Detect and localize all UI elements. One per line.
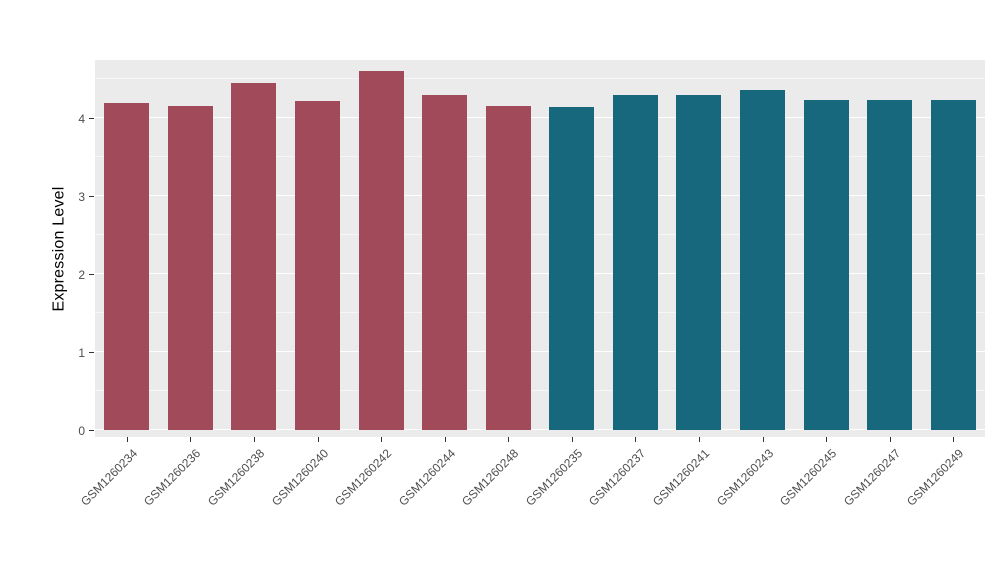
x-tick-mark xyxy=(698,437,700,442)
bar-GSM1260244 xyxy=(422,95,468,430)
bar-GSM1260237 xyxy=(612,94,658,430)
y-tick-mark xyxy=(89,196,94,197)
y-tick-label: 4 xyxy=(78,112,85,126)
gridline-minor xyxy=(95,156,985,157)
x-tick-label: GSM1260236 xyxy=(141,446,204,509)
x-tick-label: GSM1260235 xyxy=(522,446,585,509)
x-tick-label: GSM1260240 xyxy=(268,446,331,509)
x-tick-label: GSM1260238 xyxy=(204,446,268,509)
y-tick-label: 0 xyxy=(78,424,85,438)
gridline-major xyxy=(95,195,985,196)
x-tick-label: GSM1260242 xyxy=(331,446,395,509)
x-tick-mark xyxy=(444,437,446,442)
x-tick-mark xyxy=(635,437,637,442)
x-tick-mark xyxy=(381,437,383,442)
x-tick-mark xyxy=(826,437,828,442)
x-tick-mark xyxy=(317,437,319,442)
y-tick-mark xyxy=(89,430,94,431)
x-tick-mark xyxy=(571,437,573,442)
x-tick-label: GSM1260245 xyxy=(776,446,840,509)
y-tick-label: 2 xyxy=(78,268,85,282)
gridline-minor xyxy=(95,78,985,79)
bar-GSM1260234 xyxy=(104,103,150,430)
bar-GSM1260241 xyxy=(676,94,722,430)
gridline-minor xyxy=(95,234,985,235)
x-tick-label: GSM1260249 xyxy=(904,446,967,509)
x-tick-mark xyxy=(762,437,764,442)
x-tick-label: GSM1260237 xyxy=(586,446,649,509)
bar-GSM1260242 xyxy=(358,71,404,430)
x-tick-label: GSM1260234 xyxy=(77,446,140,509)
x-tick-mark xyxy=(190,437,192,442)
gridline-major xyxy=(95,273,985,274)
y-tick-label: 3 xyxy=(78,190,85,204)
bar-GSM1260236 xyxy=(167,105,213,430)
x-tick-mark xyxy=(889,437,891,442)
x-tick-label: GSM1260243 xyxy=(713,446,776,509)
x-tick-mark xyxy=(508,437,510,442)
x-tick-mark xyxy=(953,437,955,442)
y-tick-mark xyxy=(89,352,94,353)
bar-GSM1260240 xyxy=(295,100,340,430)
x-tick-mark xyxy=(253,437,255,442)
x-tick-mark xyxy=(126,437,128,442)
y-tick-label: 1 xyxy=(78,346,85,360)
bar-GSM1260238 xyxy=(231,82,277,430)
x-tick-label: GSM1260241 xyxy=(649,446,713,509)
gridline-major xyxy=(95,117,985,118)
bar-GSM1260235 xyxy=(549,107,595,430)
y-tick-mark xyxy=(89,118,94,119)
gridline-major xyxy=(95,429,985,430)
bar-GSM1260243 xyxy=(740,89,785,430)
gridline-minor xyxy=(95,312,985,313)
plot-panel xyxy=(95,60,985,437)
bar-GSM1260249 xyxy=(930,100,976,430)
gridline-minor xyxy=(95,390,985,391)
bar-GSM1260247 xyxy=(867,100,913,430)
x-tick-label: GSM1260244 xyxy=(395,446,458,509)
y-axis-title: Expression Level xyxy=(51,185,69,312)
x-tick-label: GSM1260248 xyxy=(459,446,522,509)
bar-GSM1260245 xyxy=(803,100,849,430)
y-tick-mark xyxy=(89,274,94,275)
x-tick-label: GSM1260247 xyxy=(840,446,903,509)
bar-GSM1260248 xyxy=(485,105,531,430)
gridline-major xyxy=(95,351,985,352)
